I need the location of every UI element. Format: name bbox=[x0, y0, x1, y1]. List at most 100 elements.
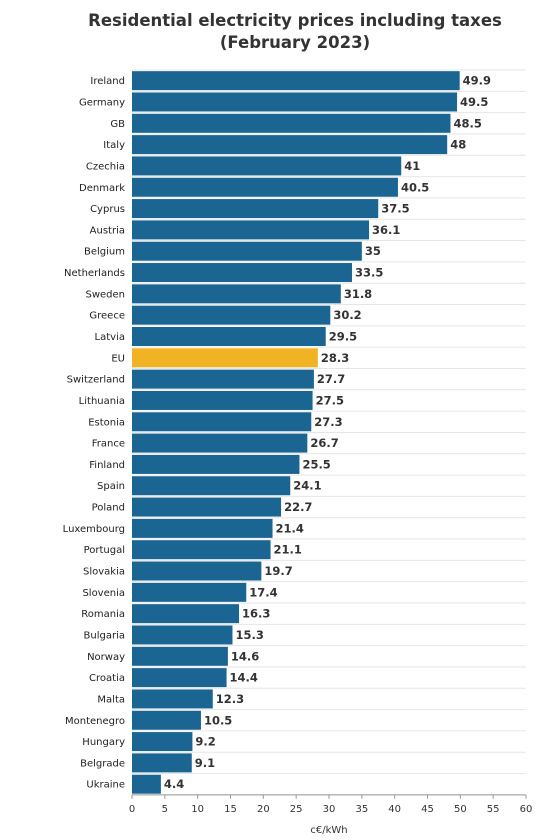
x-tick-label: 40 bbox=[388, 804, 401, 815]
x-tick-label: 15 bbox=[224, 804, 237, 815]
category-label: Germany bbox=[79, 97, 125, 108]
category-label: Slovakia bbox=[83, 567, 125, 578]
bar bbox=[132, 561, 262, 581]
data-label: 36.1 bbox=[372, 223, 400, 237]
bar bbox=[132, 92, 458, 112]
bar bbox=[132, 71, 460, 91]
data-label: 49.9 bbox=[463, 74, 491, 88]
bar bbox=[132, 284, 341, 304]
x-tick-label: 0 bbox=[129, 804, 135, 815]
category-label: Denmark bbox=[79, 183, 125, 194]
x-axis-title: c€/kWh bbox=[310, 825, 347, 836]
data-label: 27.3 bbox=[314, 415, 342, 429]
bar bbox=[132, 625, 233, 645]
bar bbox=[132, 668, 227, 688]
data-label: 33.5 bbox=[355, 266, 383, 280]
data-label: 22.7 bbox=[284, 500, 312, 514]
data-label: 10.5 bbox=[204, 713, 232, 727]
data-label: 49.5 bbox=[460, 95, 488, 109]
bar bbox=[132, 327, 326, 346]
bar bbox=[132, 369, 314, 389]
category-label: Lithuania bbox=[79, 396, 125, 407]
data-label: 25.5 bbox=[302, 457, 330, 471]
bar bbox=[132, 241, 362, 261]
category-label: Sweden bbox=[85, 289, 125, 300]
category-label: Bulgaria bbox=[84, 630, 125, 641]
category-label: Austria bbox=[90, 225, 125, 236]
x-tick-label: 50 bbox=[454, 804, 467, 815]
bar bbox=[132, 753, 192, 773]
x-tick-label: 30 bbox=[323, 804, 336, 815]
bar bbox=[132, 646, 228, 666]
x-tick-label: 20 bbox=[257, 804, 270, 815]
data-label: 41 bbox=[404, 159, 420, 173]
category-label: EU bbox=[111, 353, 125, 364]
data-label: 21.1 bbox=[274, 543, 302, 557]
category-label: France bbox=[92, 439, 125, 450]
x-tick-label: 25 bbox=[290, 804, 303, 815]
bar bbox=[132, 732, 193, 752]
category-label: Estonia bbox=[88, 417, 125, 428]
x-tick-labels: 0 5 10 15 20 25 30 35 40 45 50 55 60 bbox=[129, 804, 533, 815]
data-label: 27.5 bbox=[316, 393, 344, 407]
category-label: Greece bbox=[89, 311, 125, 322]
category-label: Finland bbox=[89, 460, 125, 471]
data-label: 40.5 bbox=[401, 180, 429, 194]
category-label: Portugal bbox=[84, 545, 125, 556]
bar bbox=[132, 710, 201, 730]
category-label: Netherlands bbox=[64, 268, 125, 279]
bar bbox=[132, 412, 312, 432]
bars-layer bbox=[132, 71, 460, 794]
bar bbox=[132, 348, 318, 368]
x-tick-label: 55 bbox=[487, 804, 500, 815]
data-label: 31.8 bbox=[344, 287, 372, 301]
category-label: Belgrade bbox=[80, 758, 125, 769]
data-label: 19.7 bbox=[264, 564, 292, 578]
bar bbox=[132, 497, 282, 517]
data-label: 14.6 bbox=[231, 649, 259, 663]
value-labels: 49.9 49.5 48.5 48 41 40.5 37.5 36.1 35 33.5 31.8 30… bbox=[164, 74, 491, 792]
bar bbox=[132, 476, 291, 496]
data-label: 37.5 bbox=[381, 202, 409, 216]
bar bbox=[132, 540, 271, 560]
bar bbox=[132, 135, 448, 155]
category-label: Montenegro bbox=[65, 716, 125, 727]
data-label: 27.7 bbox=[317, 372, 345, 386]
category-label: Switzerland bbox=[67, 375, 125, 386]
bar bbox=[132, 454, 300, 474]
x-tick-label: 5 bbox=[162, 804, 168, 815]
bar bbox=[132, 220, 370, 240]
category-label: Luxembourg bbox=[63, 524, 125, 535]
bar bbox=[132, 156, 402, 176]
x-tick-label: 60 bbox=[520, 804, 533, 815]
data-label: 9.2 bbox=[195, 735, 215, 749]
category-label: Romania bbox=[81, 609, 125, 620]
category-label: Ireland bbox=[90, 76, 125, 87]
data-label: 48.5 bbox=[453, 116, 481, 130]
bar bbox=[132, 390, 313, 410]
data-label: 12.3 bbox=[216, 692, 244, 706]
data-label: 4.4 bbox=[164, 777, 184, 791]
data-label: 14.4 bbox=[230, 671, 258, 685]
data-label: 48 bbox=[450, 138, 466, 152]
category-label: Cyprus bbox=[90, 204, 125, 215]
category-label: Slovenia bbox=[82, 588, 125, 599]
chart-title: Residential electricity prices including… bbox=[88, 11, 502, 52]
bar bbox=[132, 113, 451, 133]
data-label: 17.4 bbox=[249, 585, 277, 599]
bar bbox=[132, 305, 331, 325]
bar bbox=[132, 604, 240, 624]
data-label: 28.3 bbox=[321, 351, 349, 365]
bar bbox=[132, 582, 247, 602]
x-tick-label: 45 bbox=[421, 804, 434, 815]
category-label: Spain bbox=[97, 481, 125, 492]
category-label: Malta bbox=[97, 694, 125, 705]
x-tick-label: 35 bbox=[355, 804, 368, 815]
x-tick-label: 10 bbox=[191, 804, 204, 815]
bar bbox=[132, 199, 379, 219]
category-label: Latvia bbox=[95, 332, 125, 343]
bar bbox=[132, 263, 352, 283]
data-label: 24.1 bbox=[293, 479, 321, 493]
category-label: Belgium bbox=[84, 247, 125, 258]
